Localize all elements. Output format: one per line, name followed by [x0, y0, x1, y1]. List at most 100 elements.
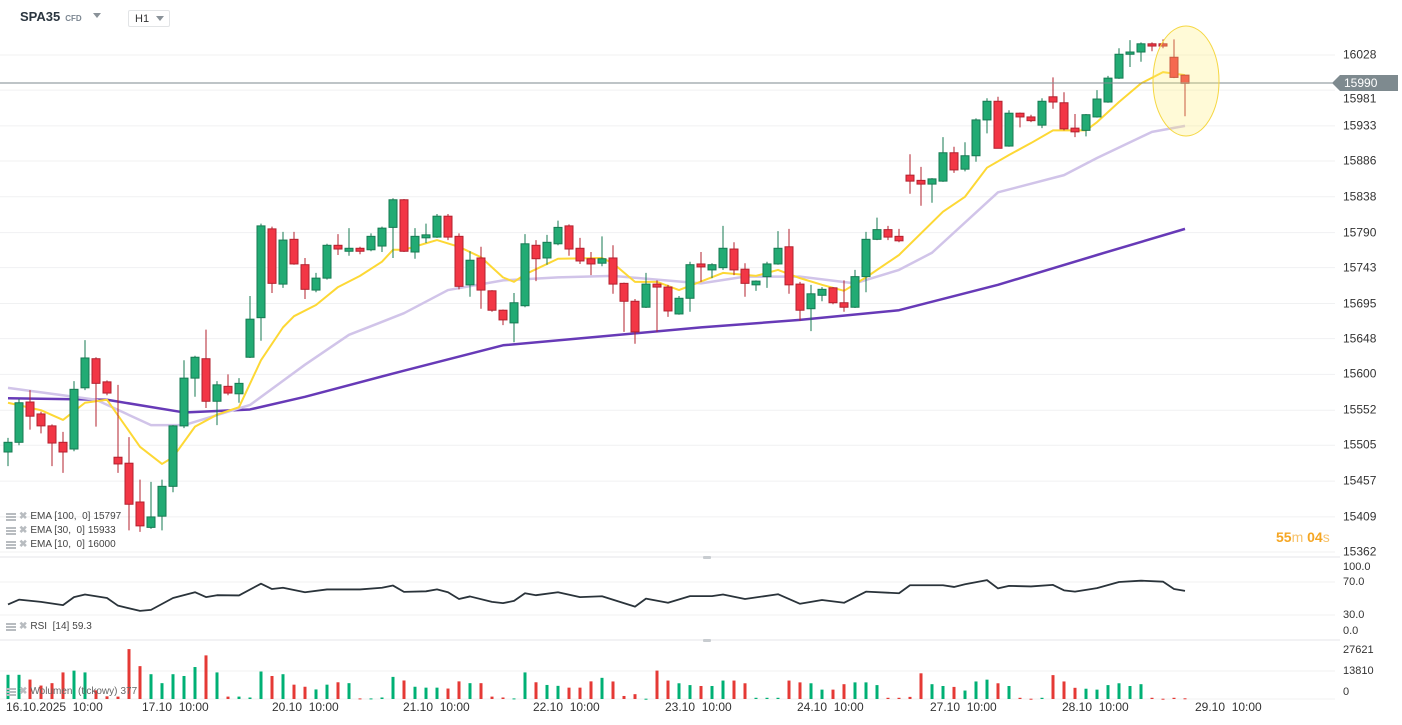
volume-bar — [61, 672, 65, 699]
candle-body — [850, 276, 860, 308]
candle — [465, 251, 475, 297]
candle-body — [608, 257, 618, 285]
candle-body — [311, 277, 321, 291]
candle — [487, 290, 497, 312]
indicator-legend-ema10[interactable]: ✖ EMA [10, 0] 16000 — [6, 539, 116, 551]
volume-bar — [479, 683, 483, 699]
candle — [124, 437, 134, 531]
menu-icon[interactable] — [6, 527, 16, 535]
volume-bar — [754, 697, 758, 699]
candle — [850, 269, 860, 308]
candle-body — [366, 235, 376, 251]
candle — [773, 231, 783, 265]
volume-bar — [1183, 698, 1187, 700]
menu-icon[interactable] — [6, 688, 16, 696]
candle — [531, 240, 541, 282]
volume-bar — [523, 672, 527, 699]
time-axis-time: 10:00 — [966, 700, 997, 714]
symbol-selector[interactable]: SPA35 CFD — [20, 9, 101, 24]
volume-tick: 13810 — [1343, 665, 1374, 677]
price-axis-tick: 15886 — [1343, 153, 1377, 168]
candle — [1015, 112, 1025, 128]
time-axis-date: 21.10 — [403, 700, 434, 714]
volume-bar — [545, 684, 549, 699]
close-icon[interactable]: ✖ — [19, 511, 28, 522]
candle-body — [1125, 51, 1135, 55]
chevron-down-icon[interactable] — [92, 13, 101, 18]
candle — [300, 257, 310, 300]
candle — [498, 309, 508, 326]
candle — [421, 223, 431, 244]
candle-body — [520, 243, 530, 307]
volume-bar — [281, 674, 285, 699]
volume-bar — [578, 687, 582, 699]
indicator-value: 377 — [120, 686, 138, 697]
candle — [102, 380, 112, 396]
time-axis-date: 20.10 — [272, 700, 303, 714]
candle — [1147, 42, 1157, 52]
indicator-legend-ema30[interactable]: ✖ EMA [30, 0] 15933 — [6, 525, 116, 537]
candle-body — [652, 283, 662, 288]
close-icon[interactable]: ✖ — [19, 539, 28, 550]
volume-bar — [886, 697, 890, 699]
volume-bar — [864, 682, 868, 699]
candle-countdown: 55m 04s — [1276, 529, 1330, 545]
candle — [311, 272, 321, 293]
time-axis-date: 17.10 — [142, 700, 173, 714]
candle — [36, 411, 46, 434]
candle-body — [894, 235, 904, 242]
timeframe-select[interactable]: H1 — [128, 10, 170, 27]
candle — [25, 390, 35, 430]
volume-bar — [424, 687, 428, 699]
indicator-label: EMA [30, 0] — [30, 525, 85, 536]
panel-resize-handle[interactable] — [703, 556, 711, 559]
menu-icon[interactable] — [6, 513, 16, 521]
candle — [795, 281, 805, 321]
candle — [608, 245, 618, 294]
candle-body — [784, 246, 794, 286]
candle — [674, 296, 684, 315]
candle — [806, 284, 816, 332]
rsi-line — [7, 579, 1186, 612]
panel-resize-handle[interactable] — [703, 639, 711, 642]
volume-bar — [193, 667, 197, 699]
volume-bar — [721, 680, 725, 699]
candle-body — [861, 238, 871, 278]
volume-bar — [336, 682, 340, 699]
volume-bar — [1150, 697, 1154, 699]
time-axis-label: 20.10 10:00 — [272, 700, 339, 714]
candle — [751, 280, 761, 291]
candle-body — [718, 247, 728, 269]
indicator-legend-volume[interactable]: ✖ Wolumen (tickowy) 377 — [6, 686, 137, 698]
candle-body — [47, 425, 57, 444]
volume-bar — [6, 674, 10, 699]
volume-bar — [380, 697, 384, 699]
indicator-legend-rsi[interactable]: ✖ RSI [14] 59.3 — [6, 621, 92, 633]
candle — [718, 225, 728, 270]
candle-body — [883, 229, 893, 238]
candle-body — [542, 241, 552, 259]
menu-icon[interactable] — [6, 623, 16, 631]
candle — [883, 225, 893, 241]
close-icon[interactable]: ✖ — [19, 686, 28, 697]
close-icon[interactable]: ✖ — [19, 525, 28, 536]
candle-body — [927, 178, 937, 185]
volume-bar — [1095, 689, 1099, 699]
volume-bar — [633, 694, 637, 699]
time-axis-date: 16.10.2025 — [6, 700, 67, 714]
volume-bar — [897, 697, 901, 699]
volume-bar — [952, 686, 956, 699]
indicator-legend-ema100[interactable]: ✖ EMA [100, 0] 15797 — [6, 511, 121, 523]
menu-icon[interactable] — [6, 541, 16, 549]
candle-body — [91, 358, 101, 384]
volume-bar — [776, 697, 780, 699]
volume-bar — [853, 682, 857, 699]
candle-body — [454, 235, 464, 287]
volume-bar — [1073, 687, 1077, 699]
volume-bar — [1161, 698, 1165, 700]
time-axis-label: 29.10 10:00 — [1195, 700, 1262, 714]
candle-body — [762, 263, 772, 278]
candle — [707, 263, 717, 279]
close-icon[interactable]: ✖ — [19, 621, 28, 632]
